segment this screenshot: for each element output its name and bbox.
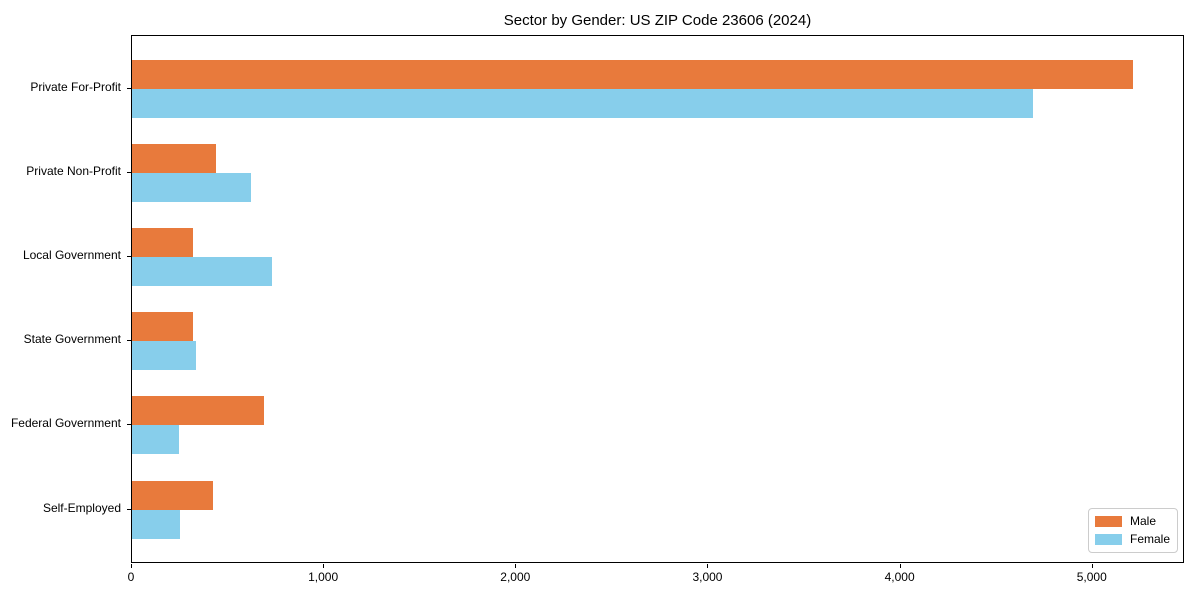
y-tick-mark: [127, 340, 131, 342]
y-tick-label-private-for-profit: Private For-Profit: [30, 80, 121, 94]
y-tick-label-state-government: State Government: [23, 332, 121, 347]
x-tick-mark: [515, 564, 517, 568]
x-tick-mark: [899, 564, 901, 568]
bar-male-self-employed: [132, 480, 213, 510]
bar-male-private-for-profit: [132, 60, 1134, 89]
bar-male-state-government: [132, 312, 194, 342]
legend-item-female: Female: [1095, 532, 1171, 546]
chart-title: Sector by Gender: US ZIP Code 23606 (202…: [503, 12, 812, 29]
x-tick-label-0: 0: [127, 570, 135, 584]
x-tick-label-4000: 4,000: [884, 570, 915, 584]
legend: Male Female: [1088, 508, 1178, 553]
bar-female-federal-government: [132, 425, 179, 455]
plot-area: Male Female: [131, 35, 1184, 563]
bar-male-private-non-profit: [132, 144, 217, 174]
y-tick-mark: [127, 172, 131, 174]
male-swatch: [1095, 516, 1122, 527]
y-tick-mark: [127, 424, 131, 426]
bar-female-state-government: [132, 341, 197, 371]
y-tick-mark: [127, 88, 131, 89]
y-tick-label-private-non-profit: Private Non-Profit: [26, 164, 121, 179]
female-swatch: [1095, 534, 1122, 545]
x-tick-mark: [323, 564, 325, 568]
bar-female-private-non-profit: [132, 173, 251, 203]
x-tick-mark: [1091, 564, 1093, 568]
y-tick-mark: [127, 508, 131, 510]
y-tick-label-local-government: Local Government: [22, 248, 121, 263]
x-tick-label-3000: 3,000: [692, 570, 723, 584]
bar-male-local-government: [132, 228, 194, 258]
x-tick-mark: [707, 564, 709, 568]
y-tick-label-self-employed: Self-Employed: [42, 500, 121, 515]
bar-male-federal-government: [132, 396, 265, 426]
legend-label-male: Male: [1130, 514, 1157, 528]
bar-female-self-employed: [132, 509, 180, 539]
legend-label-female: Female: [1130, 532, 1171, 546]
x-tick-label-2000: 2,000: [500, 570, 531, 584]
y-tick-label-federal-government: Federal Government: [10, 416, 121, 431]
x-tick-label-5000: 5,000: [1076, 570, 1107, 584]
bar-female-private-for-profit: [132, 89, 1034, 118]
y-tick-mark: [127, 256, 131, 258]
x-tick-mark: [131, 564, 132, 568]
legend-item-male: Male: [1095, 515, 1169, 528]
x-tick-label-1000: 1,000: [308, 570, 339, 584]
bar-female-local-government: [132, 257, 272, 287]
